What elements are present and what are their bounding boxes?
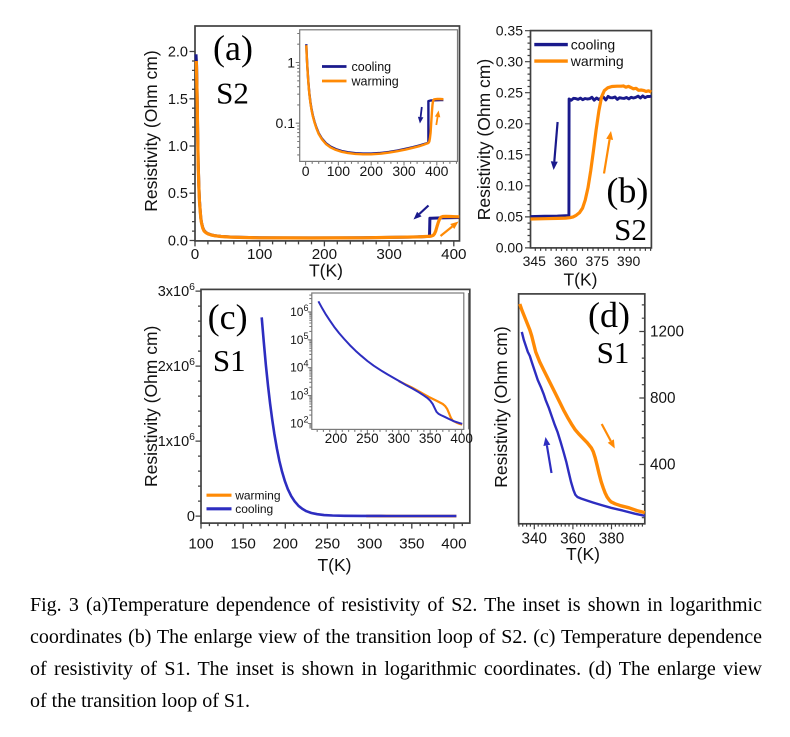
svg-text:400: 400 (441, 246, 466, 263)
svg-text:380: 380 (599, 530, 625, 547)
svg-text:Resistivity (Ohm cm): Resistivity (Ohm cm) (141, 326, 161, 487)
svg-text:T(K): T(K) (566, 544, 600, 564)
svg-text:(d): (d) (588, 295, 630, 335)
svg-text:350: 350 (399, 536, 424, 553)
svg-text:200: 200 (360, 163, 384, 179)
svg-text:S1: S1 (213, 343, 246, 378)
svg-text:375: 375 (586, 253, 610, 269)
svg-text:0.15: 0.15 (496, 147, 523, 163)
svg-text:200: 200 (325, 431, 348, 446)
svg-text:2.0: 2.0 (168, 45, 188, 61)
svg-text:0.5: 0.5 (168, 186, 188, 202)
svg-text:(c): (c) (208, 297, 248, 337)
svg-text:150: 150 (231, 536, 256, 553)
svg-text:340: 340 (522, 530, 548, 547)
svg-text:0.10: 0.10 (496, 178, 523, 194)
svg-text:1200: 1200 (650, 324, 684, 341)
svg-text:400: 400 (441, 536, 466, 553)
svg-text:1x106: 1x106 (158, 431, 195, 450)
svg-text:S2: S2 (614, 212, 647, 247)
svg-text:cooling: cooling (571, 36, 615, 52)
svg-text:0.1: 0.1 (276, 115, 296, 131)
svg-text:200: 200 (312, 246, 337, 263)
svg-text:400: 400 (650, 457, 676, 474)
svg-text:200: 200 (273, 536, 298, 553)
svg-text:2x106: 2x106 (158, 356, 195, 375)
svg-text:104: 104 (290, 359, 308, 375)
svg-text:300: 300 (392, 163, 416, 179)
svg-text:100: 100 (188, 536, 213, 553)
svg-text:cooling: cooling (235, 502, 273, 516)
svg-text:102: 102 (290, 415, 308, 431)
svg-text:0.05: 0.05 (496, 209, 523, 225)
svg-text:0.0: 0.0 (168, 234, 188, 250)
svg-text:360: 360 (560, 530, 586, 547)
svg-text:0.25: 0.25 (496, 85, 523, 101)
svg-text:360: 360 (554, 253, 578, 269)
svg-text:300: 300 (357, 536, 382, 553)
svg-text:105: 105 (290, 331, 308, 347)
svg-text:1: 1 (287, 54, 295, 70)
svg-text:350: 350 (419, 431, 442, 446)
svg-text:0.30: 0.30 (496, 54, 523, 70)
svg-text:103: 103 (290, 387, 308, 403)
svg-text:106: 106 (290, 303, 308, 319)
svg-text:345: 345 (523, 253, 547, 269)
svg-text:Resistivity (Ohm cm): Resistivity (Ohm cm) (474, 59, 494, 220)
svg-text:250: 250 (315, 536, 340, 553)
svg-text:(b): (b) (606, 171, 648, 211)
svg-text:1.0: 1.0 (168, 139, 188, 155)
svg-text:0.00: 0.00 (496, 240, 523, 256)
svg-text:T(K): T(K) (309, 261, 343, 281)
svg-text:300: 300 (376, 246, 401, 263)
svg-text:T(K): T(K) (317, 555, 351, 575)
svg-text:warming: warming (351, 74, 399, 88)
svg-text:400: 400 (450, 431, 473, 446)
svg-text:100: 100 (327, 163, 351, 179)
svg-text:cooling: cooling (352, 60, 392, 74)
svg-text:300: 300 (388, 431, 411, 446)
svg-text:250: 250 (356, 431, 379, 446)
svg-text:S2: S2 (216, 76, 249, 111)
svg-text:100: 100 (247, 246, 272, 263)
svg-text:0: 0 (302, 163, 310, 179)
svg-text:(a): (a) (213, 28, 253, 68)
svg-text:400: 400 (425, 163, 449, 179)
svg-text:S1: S1 (597, 335, 630, 370)
svg-text:warming: warming (570, 53, 624, 69)
svg-text:0.35: 0.35 (496, 23, 523, 39)
svg-text:800: 800 (650, 390, 676, 407)
svg-text:3x106: 3x106 (158, 281, 195, 300)
svg-text:warming: warming (234, 488, 280, 502)
svg-text:T(K): T(K) (563, 270, 597, 290)
svg-text:390: 390 (617, 253, 641, 269)
svg-text:0.20: 0.20 (496, 116, 523, 132)
svg-text:Resistivity (Ohm cm): Resistivity (Ohm cm) (491, 326, 511, 487)
svg-text:Resistivity (Ohm cm): Resistivity (Ohm cm) (141, 50, 161, 211)
svg-text:0: 0 (191, 246, 199, 263)
svg-text:1.5: 1.5 (168, 92, 188, 108)
svg-text:0: 0 (187, 509, 195, 525)
